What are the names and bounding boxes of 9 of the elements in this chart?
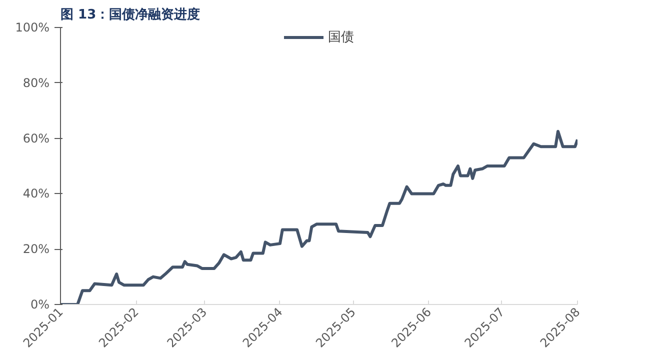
y-tick-label: 0% xyxy=(30,298,50,312)
legend-label: 国债 xyxy=(328,29,354,46)
y-tick-label: 40% xyxy=(22,186,50,201)
y-tick-label: 100% xyxy=(15,20,50,34)
y-tick-label: 20% xyxy=(22,242,50,256)
line-series xyxy=(60,130,578,304)
y-tick-label: 60% xyxy=(22,131,50,146)
chart-title: 图 13：国债净融资进度 xyxy=(60,6,200,22)
y-tick-label: 80% xyxy=(22,76,50,90)
